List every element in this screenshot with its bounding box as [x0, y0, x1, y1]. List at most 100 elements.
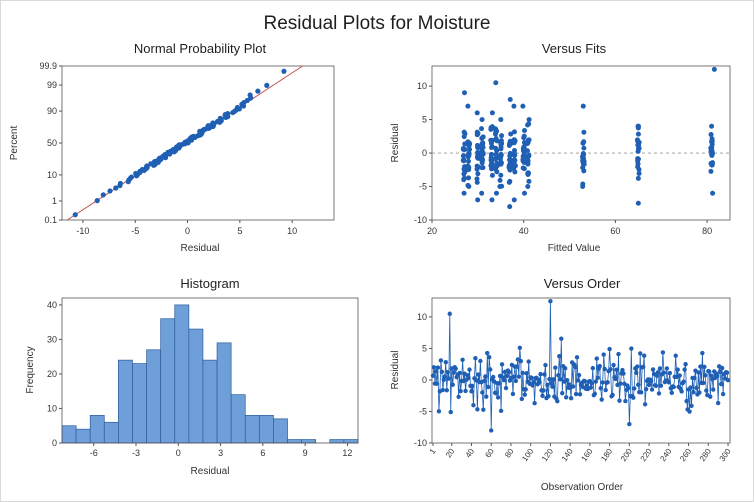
data-point	[485, 350, 490, 356]
data-point	[508, 131, 514, 137]
data-point	[607, 346, 612, 352]
data-point	[475, 171, 481, 177]
x-tick-label: 60	[610, 226, 620, 236]
data-point	[247, 92, 253, 98]
data-point	[608, 367, 613, 372]
data-point	[511, 147, 517, 153]
data-point	[461, 166, 467, 172]
data-point	[707, 369, 712, 374]
data-point	[560, 390, 565, 396]
data-point	[575, 378, 581, 383]
data-point	[610, 392, 615, 398]
data-point	[636, 170, 642, 176]
data-point	[704, 388, 709, 393]
data-point	[618, 381, 623, 386]
histogram-bar	[160, 318, 176, 444]
x-tick-label: 300	[718, 447, 733, 464]
data-point	[522, 128, 528, 134]
data-point	[643, 386, 649, 392]
data-point	[439, 369, 445, 374]
histogram-bar	[118, 359, 133, 444]
data-point	[446, 376, 451, 381]
data-point	[442, 374, 448, 379]
data-point	[546, 394, 551, 399]
data-point	[577, 392, 583, 397]
data-point	[532, 400, 537, 406]
histogram-bar	[103, 421, 119, 444]
data-point	[489, 110, 495, 116]
data-point	[479, 160, 485, 166]
data-point	[507, 167, 513, 173]
data-point	[466, 175, 472, 181]
data-point	[488, 367, 493, 372]
data-point	[558, 377, 563, 382]
data-point	[499, 183, 505, 189]
data-point	[700, 350, 705, 356]
data-point	[466, 143, 472, 149]
data-point	[601, 352, 606, 357]
data-point	[620, 367, 625, 373]
data-point	[553, 365, 558, 370]
data-point	[525, 161, 531, 167]
data-point	[549, 380, 554, 386]
data-point	[489, 172, 495, 178]
x-axis-label-fitted-value: Fitted Value	[548, 243, 601, 254]
data-point	[529, 375, 534, 381]
data-point	[489, 197, 495, 203]
data-point	[711, 387, 716, 392]
data-point	[501, 377, 507, 383]
data-point	[653, 383, 659, 389]
data-point	[581, 145, 587, 151]
data-point	[264, 82, 270, 88]
data-point	[520, 165, 526, 171]
data-point	[94, 198, 100, 204]
data-point	[441, 377, 447, 382]
data-point	[453, 366, 458, 371]
data-point	[479, 165, 485, 171]
data-point	[710, 190, 716, 196]
data-point	[550, 384, 555, 389]
data-point	[580, 103, 586, 109]
data-point	[526, 121, 532, 127]
data-point	[594, 356, 599, 361]
data-point	[538, 371, 543, 377]
data-point	[570, 384, 576, 389]
data-point	[488, 162, 494, 168]
data-point	[434, 381, 440, 386]
data-point	[190, 133, 197, 139]
data-point	[543, 362, 548, 368]
data-point	[507, 153, 513, 159]
data-point	[524, 154, 530, 160]
data-point	[708, 394, 713, 399]
x-tick-label: 5	[237, 226, 242, 236]
x-axis-label-residual: Residual	[181, 243, 220, 254]
data-point	[627, 421, 632, 427]
data-point	[510, 391, 516, 397]
data-point	[649, 387, 655, 392]
data-point	[720, 391, 726, 397]
data-point	[458, 388, 463, 394]
histogram-bar	[273, 418, 288, 444]
data-point	[702, 364, 707, 370]
data-point	[689, 403, 694, 408]
y-tick-label: 5	[422, 343, 427, 353]
data-point	[545, 382, 550, 388]
x-tick-label: 80	[702, 226, 712, 236]
data-point	[658, 383, 664, 388]
data-point	[614, 367, 619, 372]
panel-versus-fits: Versus Fits Fitted Value Residual 20 40 60…	[390, 41, 731, 254]
panel-title-versus-order: Versus Order	[544, 276, 621, 291]
data-point	[717, 369, 723, 375]
data-point	[629, 346, 634, 351]
data-point	[113, 185, 119, 191]
data-point	[495, 395, 501, 400]
data-point	[698, 364, 703, 369]
histogram-bar	[329, 439, 345, 444]
data-point	[462, 147, 468, 153]
data-point	[617, 398, 622, 403]
data-point	[675, 367, 680, 372]
data-point	[461, 175, 467, 181]
y-tick-label: -5	[419, 406, 427, 416]
y-tick-label: 40	[47, 300, 57, 310]
